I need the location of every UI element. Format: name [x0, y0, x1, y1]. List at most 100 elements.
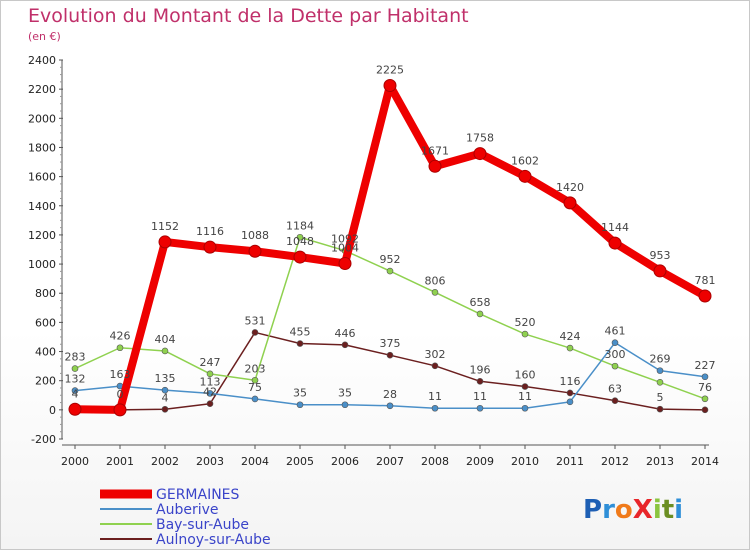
- data-label: 5: [657, 391, 664, 404]
- data-label: 461: [605, 325, 626, 338]
- data-label: 11: [473, 390, 487, 403]
- data-point: [386, 402, 394, 410]
- data-point: [608, 236, 622, 250]
- axes: -200020040060080010001200140016001800200…: [28, 54, 719, 468]
- chart-title: Evolution du Montant de la Dette par Hab…: [28, 5, 469, 27]
- data-label: 1004: [331, 241, 359, 254]
- data-label: 806: [425, 274, 446, 287]
- data-point: [431, 362, 439, 370]
- data-label: 135: [155, 372, 176, 385]
- data-point: [701, 406, 709, 414]
- data-label: 446: [335, 327, 356, 340]
- data-label: 35: [338, 387, 352, 400]
- legend-label: Auberive: [156, 502, 219, 518]
- data-label: 163: [110, 368, 131, 381]
- data-label: 76: [698, 381, 712, 394]
- series-auberive: [71, 339, 709, 412]
- data-point: [338, 256, 352, 270]
- data-point: [563, 196, 577, 210]
- data-point: [476, 377, 484, 385]
- chart-subtitle: (en €): [28, 30, 61, 43]
- data-label: 302: [425, 348, 446, 361]
- data-point: [206, 400, 214, 408]
- data-label: 4: [162, 391, 169, 404]
- data-label: 531: [245, 314, 266, 327]
- y-tick-label: 600: [35, 316, 56, 329]
- data-label: 426: [110, 330, 131, 343]
- data-point: [248, 244, 262, 258]
- data-point: [521, 330, 529, 338]
- data-point: [566, 344, 574, 352]
- y-tick-label: 1200: [28, 229, 56, 242]
- series-layer: [68, 79, 712, 417]
- data-point: [68, 402, 82, 416]
- data-label: 247: [200, 356, 221, 369]
- data-point: [341, 341, 349, 349]
- data-label: 1144: [601, 221, 629, 234]
- y-tick-label: 800: [35, 287, 56, 300]
- data-label: 658: [470, 296, 491, 309]
- data-label: 269: [650, 353, 671, 366]
- data-point: [158, 235, 172, 249]
- data-label: 781: [695, 274, 716, 287]
- data-point: [296, 401, 304, 409]
- x-tick-label: 2000: [61, 455, 89, 468]
- data-point: [428, 159, 442, 173]
- y-tick-label: -200: [31, 433, 56, 446]
- data-label: 300: [605, 348, 626, 361]
- x-tick-label: 2013: [646, 455, 674, 468]
- x-tick-label: 2009: [466, 455, 494, 468]
- data-point: [71, 365, 79, 372]
- data-point: [203, 240, 217, 254]
- data-label: 520: [515, 316, 536, 329]
- x-tick-label: 2010: [511, 455, 539, 468]
- series-bay-sur-aube: [71, 233, 709, 403]
- data-point: [701, 373, 709, 381]
- data-point: [161, 386, 169, 394]
- data-point: [161, 347, 169, 355]
- data-label: 113: [200, 375, 221, 388]
- data-point: [476, 404, 484, 412]
- data-point: [611, 397, 619, 404]
- y-tick-label: 200: [35, 375, 56, 388]
- data-label: 35: [293, 387, 307, 400]
- data-label: 1048: [286, 235, 314, 248]
- data-point: [653, 264, 667, 278]
- data-label: 75: [248, 381, 262, 394]
- data-point: [296, 233, 304, 241]
- data-label: 424: [560, 330, 581, 343]
- data-point: [206, 370, 214, 378]
- data-label: 455: [290, 326, 311, 339]
- data-point: [698, 289, 712, 303]
- data-label: 132: [65, 373, 86, 386]
- data-label: 203: [245, 362, 266, 375]
- data-point: [656, 367, 664, 374]
- x-tick-label: 2007: [376, 455, 404, 468]
- data-point: [701, 395, 709, 403]
- data-point: [116, 344, 124, 352]
- data-point: [386, 351, 394, 359]
- data-point: [251, 329, 259, 336]
- data-label: 1758: [466, 132, 494, 145]
- series-germaines: [68, 79, 712, 417]
- data-point: [611, 339, 619, 346]
- data-point: [383, 79, 397, 93]
- y-tick-label: 1400: [28, 200, 56, 213]
- data-label: 227: [695, 359, 716, 372]
- data-point: [521, 383, 529, 390]
- y-tick-label: 1000: [28, 258, 56, 271]
- data-label: 63: [608, 383, 622, 396]
- x-tick-label: 2005: [286, 455, 314, 468]
- data-point: [431, 289, 439, 296]
- data-point: [656, 378, 664, 386]
- data-point: [521, 404, 529, 412]
- data-point: [71, 387, 79, 394]
- data-label: 1602: [511, 154, 539, 167]
- data-label: 11: [518, 390, 532, 403]
- x-tick-label: 2014: [691, 455, 719, 468]
- legend: GERMAINESAuberiveBay-sur-AubeAulnoy-sur-…: [100, 487, 271, 548]
- data-label: 1116: [196, 225, 224, 238]
- x-tick-label: 2001: [106, 455, 134, 468]
